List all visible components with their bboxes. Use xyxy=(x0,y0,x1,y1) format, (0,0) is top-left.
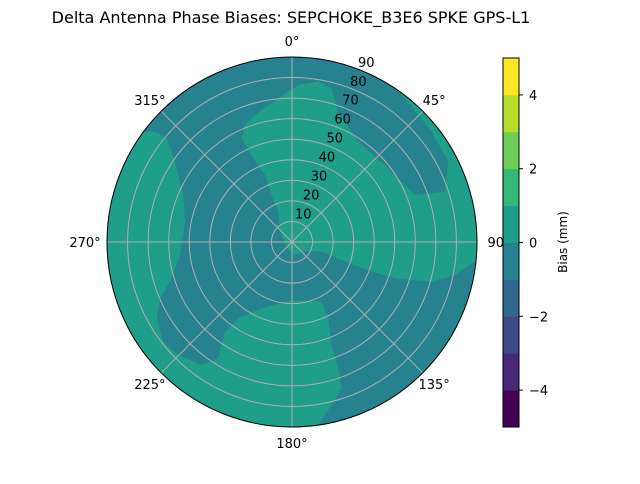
contour-plot xyxy=(107,57,477,427)
colorbar-segment xyxy=(503,205,519,243)
angular-tick-label: 180° xyxy=(276,437,307,452)
colorbar-segment xyxy=(503,316,519,354)
colorbar-segment xyxy=(503,279,519,317)
chart-title: Delta Antenna Phase Biases: SEPCHOKE_B3E… xyxy=(52,8,531,28)
colorbar-segment xyxy=(503,131,519,170)
colorbar-tick-label: 0 xyxy=(529,237,537,252)
angular-tick-label: 135° xyxy=(418,378,449,393)
colorbar-label: Bias (mm) xyxy=(556,211,570,273)
radial-tick-label: 50 xyxy=(327,132,344,147)
grid-spoke xyxy=(160,110,293,243)
radial-tick-label: 90 xyxy=(358,56,375,71)
polar-grid xyxy=(107,57,477,427)
colorbar-tick-label: 4 xyxy=(529,89,537,104)
angular-tick-label: 225° xyxy=(134,378,165,393)
radial-tick-label: 60 xyxy=(334,113,351,128)
grid-spoke xyxy=(291,110,424,243)
angular-tick-label: 45° xyxy=(423,94,446,109)
grid-spoke xyxy=(160,241,293,374)
colorbar-segment xyxy=(503,242,519,280)
polar-frame xyxy=(106,56,478,428)
radial-tick-label: 20 xyxy=(303,189,320,204)
colorbar-segment xyxy=(503,353,519,391)
radial-tick-label: 10 xyxy=(295,208,312,223)
angular-tick-label: 0° xyxy=(285,35,300,50)
colorbar-segment xyxy=(503,390,519,428)
angular-tick-label: 270° xyxy=(69,236,100,251)
polar-labels: 1020304050607080900°45°90°135°180°225°27… xyxy=(69,35,510,452)
colorbar-tick-label: −2 xyxy=(529,310,548,325)
radial-tick-label: 70 xyxy=(342,94,359,109)
radial-tick-label: 30 xyxy=(311,170,328,185)
radial-tick-label: 40 xyxy=(319,151,336,166)
colorbar-segment xyxy=(503,94,519,133)
colorbar-tick-label: 2 xyxy=(529,163,537,178)
colorbar-segment xyxy=(503,58,519,96)
angular-tick-label: 315° xyxy=(134,94,165,109)
colorbar-tick-label: −4 xyxy=(529,384,548,399)
grid-spoke xyxy=(291,241,424,374)
colorbar: −4 −2 0 2 4 xyxy=(502,57,548,428)
colorbar-segment xyxy=(503,168,519,207)
radial-tick-label: 80 xyxy=(350,75,367,90)
